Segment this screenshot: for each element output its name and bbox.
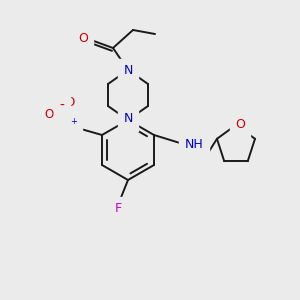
Text: O: O: [235, 118, 245, 131]
Text: -: -: [60, 99, 64, 113]
Text: F: F: [114, 202, 122, 215]
Text: N: N: [65, 119, 75, 133]
Text: N: N: [123, 64, 133, 77]
Text: O: O: [78, 32, 88, 46]
Text: O: O: [44, 109, 54, 122]
Text: NH: NH: [185, 139, 204, 152]
Text: O: O: [65, 97, 75, 110]
Text: N: N: [123, 112, 133, 125]
Text: +: +: [70, 117, 77, 126]
